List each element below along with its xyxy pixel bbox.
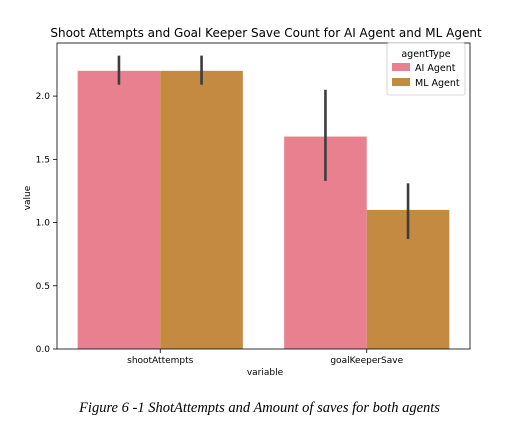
legend-title: agentType: [401, 49, 450, 60]
x-tick-label: goalKeeperSave: [330, 356, 403, 366]
legend-swatch-ai-agent: [392, 63, 410, 71]
bar-chart: Shoot Attempts and Goal Keeper Save Coun…: [23, 26, 482, 378]
legend-label-ai-agent: AI Agent: [415, 63, 456, 74]
y-tick-label: 1.0: [36, 219, 51, 229]
y-tick-label: 1.5: [36, 155, 50, 165]
legend-label-ml-agent: ML Agent: [415, 78, 460, 89]
x-tick-label: shootAttempts: [127, 356, 194, 366]
legend-swatch-ml-agent: [392, 78, 410, 86]
legend: agentType AI Agent ML Agent: [386, 42, 466, 96]
y-tick-label: 0.5: [36, 282, 50, 292]
x-axis-label: variable: [247, 368, 284, 378]
plot-area: shootAttempts goalKeeperSave 0.0 0.5 1.0 1.5 2…: [36, 42, 471, 366]
y-axis-label: value: [23, 185, 33, 210]
chart-title: Shoot Attempts and Goal Keeper Save Coun…: [50, 26, 482, 40]
bar-shootAttempts-0: [77, 70, 161, 350]
figure-caption: Figure 6 -1 ShotAttempts and Amount of s…: [79, 400, 440, 416]
plot-frame: [56, 42, 471, 350]
bar-shootAttempts-1: [160, 70, 243, 350]
y-tick-label: 2.0: [36, 92, 51, 102]
y-tick-label: 0.0: [36, 345, 51, 355]
